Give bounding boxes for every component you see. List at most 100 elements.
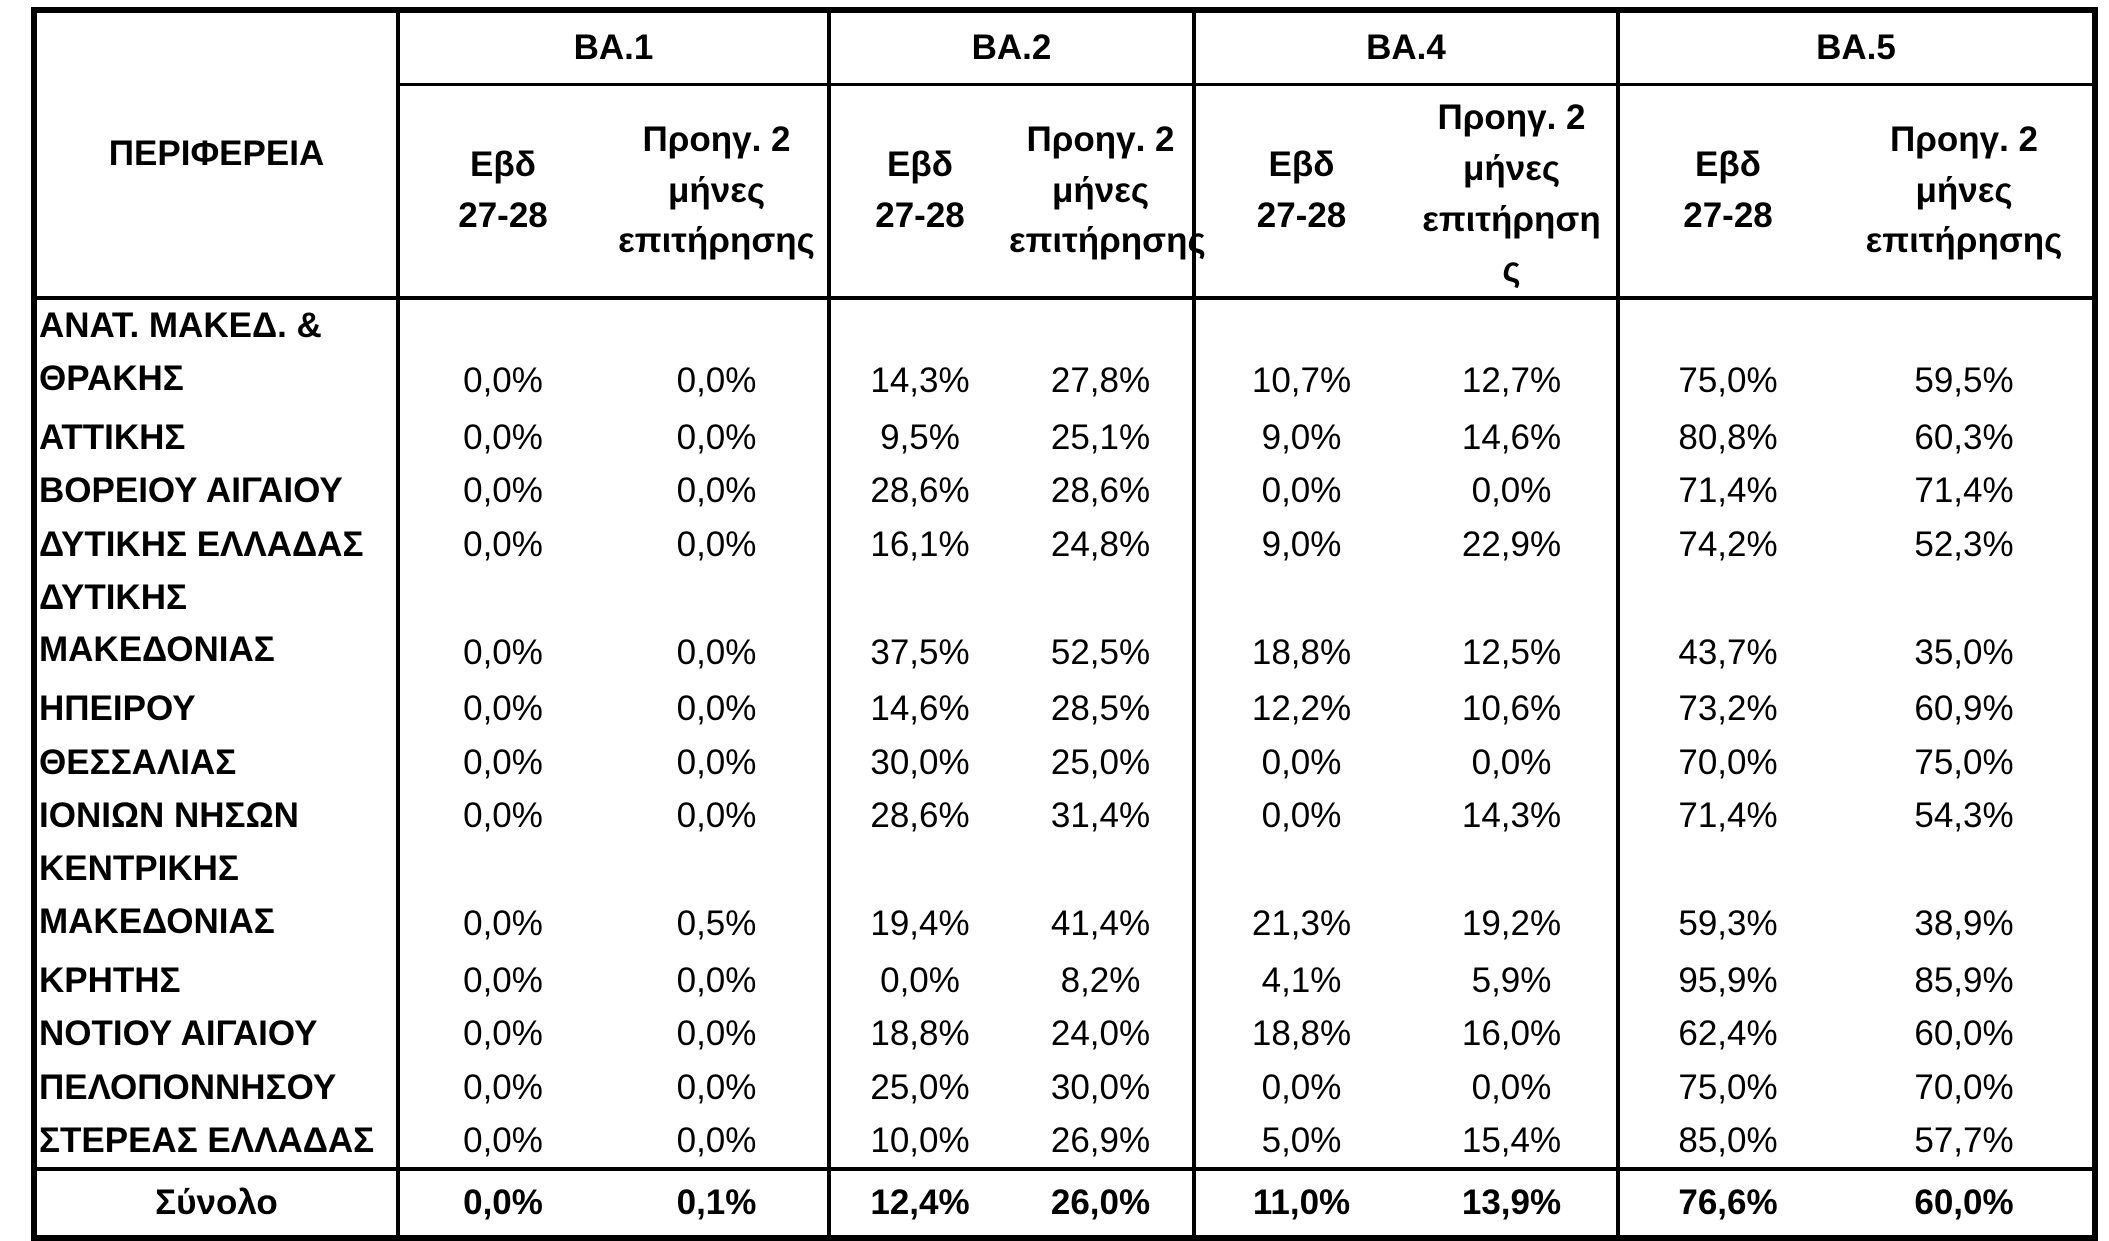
- table-body: ΑΝΑΤ. ΜΑΚΕΔ. & ΘΡΑΚΗΣ 0,0% 0,0% 14,3% 27,8% 10…: [34, 298, 2095, 1169]
- value-cell: 5,0%: [1192, 1114, 1407, 1169]
- text-line: επιτήρηση: [1422, 199, 1601, 239]
- text-line: επιτήρησης: [1865, 221, 2063, 261]
- value-cell: 14,3%: [827, 298, 1009, 411]
- table-row: ΠΕΛΟΠΟΝΝΗΣΟΥ 0,0% 0,0% 25,0% 30,0% 0,0% 0,0% 75…: [34, 1061, 2095, 1115]
- text-line: ΑΝΑΤ. ΜΑΚΕΔ. &: [39, 306, 322, 345]
- value-cell: 0,0%: [396, 1061, 606, 1115]
- value-cell: 0,0%: [676, 524, 757, 564]
- value-cell: 14,6%: [827, 682, 1009, 736]
- value-cell: 12,7%: [1461, 361, 1562, 400]
- value-cell: 75,0%: [1616, 298, 1836, 411]
- value-cell: 74,2%: [1616, 518, 1836, 572]
- value-cell: 10,7%: [1192, 298, 1407, 411]
- value-cell: 62,4%: [1616, 1007, 1836, 1061]
- text-line: ΠΕΛΟΠΟΝΝΗΣΟΥ: [39, 1067, 337, 1107]
- text-line: Εβδ: [1695, 145, 1761, 185]
- value-cell: 0,0%: [396, 518, 606, 572]
- table-row: ΒΟΡΕΙΟΥ ΑΙΓΑΙΟΥ 0,0% 0,0% 28,6% 28,6% 0,0% 0,0…: [34, 464, 2095, 519]
- total-value-cell: 76,6%: [1616, 1167, 1836, 1238]
- region-name-cell: ΣΤΕΡΕΑΣ ΕΛΛΑΔΑΣ: [34, 1115, 398, 1170]
- value-cell: 0,0%: [396, 464, 606, 518]
- value-cell: 16,1%: [827, 518, 1009, 572]
- value-cell: 8,2%: [1060, 960, 1141, 1000]
- text-line: ΜΑΚΕΔΟΝΙΑΣ: [39, 901, 275, 941]
- value-cell: 14,3%: [1461, 796, 1562, 836]
- value-cell: 75,0%: [1616, 1061, 1836, 1115]
- table-footer: Σύνολο 0,0% 0,1% 12,4% 26,0% 11,0% 13,9% 76,6% 6…: [34, 1167, 2095, 1238]
- value-cell: 60,0%: [1914, 1014, 2014, 1054]
- value-cell: 22,9%: [1461, 524, 1562, 564]
- value-cell: 0,0%: [676, 417, 757, 457]
- value-cell: 0,0%: [1192, 736, 1407, 790]
- value-cell: 0,0%: [676, 632, 757, 672]
- region-name-cell: ΚΕΝΤΡΙΚΗΣ ΜΑΚΕΔΟΝΙΑΣ: [34, 843, 398, 954]
- group-header-ba2: ΒΑ.2: [827, 10, 1194, 86]
- value-cell: 18,8%: [1192, 1007, 1407, 1061]
- region-name-cell: ΚΡΗΤΗΣ: [34, 954, 398, 1008]
- value-cell: 0,0%: [396, 682, 606, 736]
- text-line: 27-28: [1683, 196, 1773, 235]
- text-line: Εβδ: [470, 145, 536, 185]
- subheader-week: Εβδ 27-28: [396, 84, 606, 300]
- value-cell: 0,0%: [396, 789, 606, 843]
- value-cell: 71,4%: [1914, 471, 2014, 511]
- region-name-cell: ΒΟΡΕΙΟΥ ΑΙΓΑΙΟΥ: [34, 465, 398, 519]
- value-cell: 27,8%: [1050, 361, 1151, 400]
- value-cell: 60,3%: [1914, 417, 2014, 457]
- text-line: 27-28: [1256, 196, 1347, 235]
- total-value-cell: 11,0%: [1192, 1167, 1407, 1238]
- value-cell: 30,0%: [827, 736, 1009, 790]
- value-cell: 37,5%: [827, 571, 1009, 683]
- value-cell: 0,0%: [676, 1014, 757, 1054]
- group-header-row: ΠΕΡΙΦΕΡΕΙΑ ΒΑ.1 ΒΑ.2 ΒΑ.4 ΒΑ.5: [34, 10, 2095, 173]
- text-line: ΚΕΝΤΡΙΚΗΣ: [39, 849, 239, 888]
- value-cell: 19,4%: [827, 843, 1009, 954]
- value-cell: 0,0%: [676, 689, 757, 729]
- value-cell: 9,5%: [827, 411, 1009, 465]
- text-line: ΚΡΗΤΗΣ: [39, 960, 181, 1000]
- value-cell: 0,0%: [676, 960, 757, 1000]
- value-cell: 25,0%: [1050, 742, 1151, 782]
- value-cell: 4,1%: [1192, 954, 1407, 1008]
- value-cell: 5,9%: [1471, 960, 1552, 1000]
- value-cell: 0,0%: [396, 843, 606, 954]
- value-cell: 70,0%: [1616, 736, 1836, 790]
- text-line: ς: [1502, 250, 1521, 290]
- text-line: ΑΤΤΙΚΗΣ: [39, 417, 186, 457]
- region-name-cell: ΝΟΤΙΟΥ ΑΙΓΑΙΟΥ: [34, 1008, 398, 1062]
- text-line: ΔΥΤΙΚΗΣ: [39, 577, 187, 617]
- value-cell: 38,9%: [1914, 904, 2014, 943]
- table-row: ΔΥΤΙΚΗΣ ΜΑΚΕΔΟΝΙΑΣ 0,0% 0,0% 37,5% 52,5% 18,8%…: [34, 571, 2095, 683]
- value-cell: 0,0%: [1192, 464, 1407, 518]
- table-row: ΘΕΣΣΑΛΙΑΣ 0,0% 0,0% 30,0% 25,0% 0,0% 0,0% 70,0%…: [34, 736, 2095, 790]
- value-cell: 9,0%: [1192, 411, 1407, 465]
- value-cell: 0,0%: [396, 411, 606, 465]
- total-label: Σύνολο: [34, 1167, 398, 1238]
- value-cell: 95,9%: [1616, 954, 1836, 1008]
- value-cell: 0,0%: [1471, 1067, 1552, 1107]
- region-name-cell: ΠΕΛΟΠΟΝΝΗΣΟΥ: [34, 1061, 398, 1115]
- subheader-week: Εβδ 27-28: [827, 84, 1009, 300]
- value-cell: 0,0%: [1192, 1061, 1407, 1115]
- text-line: ΘΡΑΚΗΣ: [39, 358, 184, 398]
- value-cell: 9,0%: [1192, 518, 1407, 572]
- text-line: ΙΟΝΙΩΝ ΝΗΣΩΝ: [39, 796, 299, 835]
- value-cell: 41,4%: [1050, 904, 1151, 943]
- total-value-cell: 26,0%: [1009, 1167, 1194, 1238]
- value-cell: 71,4%: [1616, 464, 1836, 518]
- text-line: μήνες: [1462, 148, 1561, 188]
- value-cell: 28,6%: [827, 464, 1009, 518]
- text-line: ΔΥΤΙΚΗΣ ΕΛΛΑΔΑΣ: [39, 524, 364, 564]
- region-name-cell: ΔΥΤΙΚΗΣ ΕΛΛΑΔΑΣ: [34, 518, 398, 572]
- value-cell: 0,0%: [1471, 742, 1552, 782]
- value-cell: 12,2%: [1192, 682, 1407, 736]
- text-line: Εβδ: [887, 145, 953, 185]
- table-row: ΝΟΤΙΟΥ ΑΙΓΑΙΟΥ 0,0% 0,0% 18,8% 24,0% 18,8% 16,…: [34, 1007, 2095, 1062]
- region-name-cell: ΑΤΤΙΚΗΣ: [34, 411, 398, 465]
- value-cell: 0,0%: [396, 571, 606, 683]
- value-cell: 31,4%: [1050, 796, 1151, 836]
- value-cell: 24,8%: [1050, 524, 1151, 564]
